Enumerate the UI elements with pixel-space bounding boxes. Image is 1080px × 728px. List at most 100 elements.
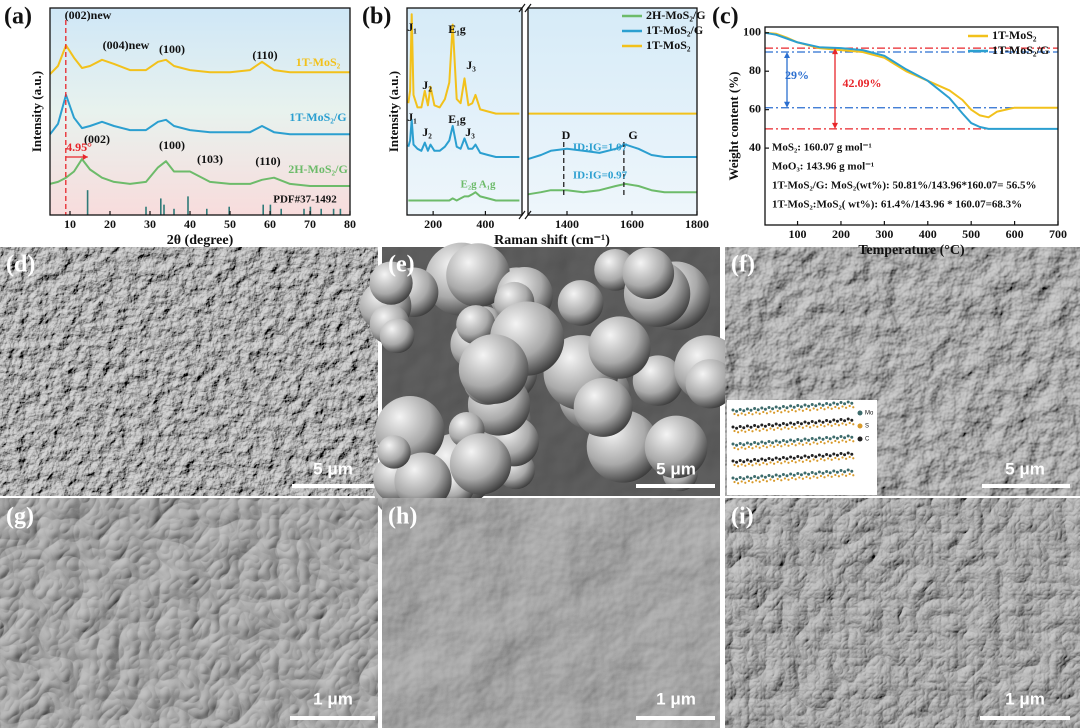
annotation: ID:IG=1.07 [573, 142, 628, 154]
atom [821, 420, 825, 424]
annotation: J₁ [407, 20, 417, 34]
x-axis-label: 2θ (degree) [167, 233, 234, 248]
atom [733, 412, 736, 416]
atom [733, 429, 736, 433]
atom [767, 423, 771, 426]
atom [814, 455, 818, 459]
atom [780, 479, 783, 482]
atom [835, 453, 839, 457]
scale-bar [636, 484, 715, 488]
sphere [622, 247, 675, 300]
scale-bar-label: 5 μm [1005, 459, 1045, 478]
atom [845, 474, 848, 477]
atom [812, 407, 815, 410]
atom [834, 439, 837, 443]
note: MoO₃: 143.96 g mol⁻¹ [772, 161, 874, 173]
atom [832, 418, 836, 422]
legend-dot [857, 410, 863, 416]
scale-bar-label: 1 μm [313, 689, 353, 708]
scale-bar [636, 716, 715, 720]
atom [737, 448, 740, 451]
x-axis-label: Temperature (°C) [858, 243, 965, 258]
x-axis-label: Raman shift (cm⁻¹) [494, 233, 610, 248]
atom [778, 474, 782, 478]
atom [846, 434, 850, 438]
atom [755, 445, 758, 448]
sphere [379, 318, 415, 354]
legend-label: C [865, 437, 870, 443]
atom [740, 412, 743, 415]
atom [781, 405, 785, 408]
panel-label: (i) [731, 504, 754, 530]
annotation: E₂g A₁g [460, 179, 496, 191]
x-tick-label: 600 [1006, 227, 1024, 241]
scale-bar [982, 484, 1070, 488]
atom [763, 458, 767, 462]
annotation: J₃ [465, 125, 475, 139]
annotation: G [628, 128, 637, 142]
atom [763, 424, 767, 428]
sphere [632, 355, 684, 406]
y-tick-label: 40 [749, 140, 761, 154]
atom [827, 406, 830, 409]
structure-inset: Mo S C [727, 400, 877, 495]
annotation: (103) [197, 152, 223, 166]
series-label: 1T-MoS₂ [296, 55, 341, 69]
atom [799, 422, 803, 426]
atom [763, 475, 767, 479]
atom [778, 423, 782, 427]
atom [742, 426, 746, 430]
sphere [449, 433, 512, 495]
sphere [394, 452, 452, 510]
atom [737, 414, 740, 417]
sem-panel: 5 μm (d) [0, 247, 378, 496]
plot-background [765, 27, 1058, 225]
atom [787, 410, 790, 413]
atom [774, 473, 778, 477]
x-tick-label: 1600 [620, 217, 644, 231]
plot-frame [49, 7, 351, 216]
atom [742, 460, 746, 464]
atom [803, 437, 807, 441]
atom [781, 473, 785, 476]
atom [731, 425, 735, 429]
atom [773, 428, 776, 431]
atom [737, 482, 740, 485]
atom [731, 476, 735, 480]
series-line [49, 93, 350, 136]
atom [848, 404, 851, 408]
atom [778, 406, 782, 410]
atom [756, 459, 760, 463]
sphere [557, 280, 604, 326]
axis-break [518, 210, 526, 220]
atom [850, 469, 854, 473]
atom [825, 402, 829, 405]
atom [771, 441, 775, 445]
x-tick-label: 70 [304, 217, 316, 231]
atom [837, 475, 841, 478]
atom [767, 457, 771, 460]
atom [738, 408, 742, 411]
atom [825, 453, 829, 456]
atom [825, 470, 829, 473]
sem-image [725, 498, 1080, 728]
atom [749, 425, 753, 429]
panel-label: (d) [6, 252, 35, 278]
atom [787, 478, 790, 481]
atom [825, 419, 829, 422]
plot-frame [406, 7, 523, 216]
atom [821, 403, 825, 407]
x-tick-label: 100 [789, 227, 807, 241]
atom [756, 476, 760, 480]
atom [801, 443, 805, 446]
atom [731, 442, 735, 446]
atom [827, 440, 830, 443]
atom [816, 425, 819, 428]
atom [778, 457, 782, 461]
atom [789, 455, 793, 459]
atom [823, 408, 826, 411]
atom [744, 413, 747, 416]
panel-label: (h) [388, 504, 417, 530]
sphere [369, 261, 413, 305]
atom [832, 452, 836, 456]
